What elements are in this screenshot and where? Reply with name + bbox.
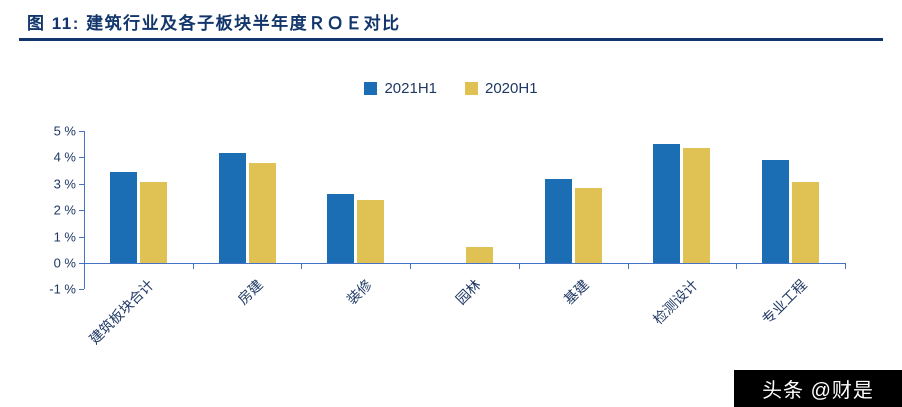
x-axis-label: 房建 bbox=[234, 276, 266, 308]
x-tick-mark bbox=[410, 263, 412, 269]
y-tick-mark bbox=[79, 157, 84, 159]
chart-legend: 2021H1 2020H1 bbox=[0, 80, 902, 97]
figure-title: 图 11: 建筑行业及各子板块半年度ＲＯＥ对比 bbox=[27, 14, 401, 33]
y-tick-mark bbox=[79, 210, 84, 212]
bar-2021h1-5 bbox=[653, 144, 681, 263]
y-tick-mark bbox=[79, 263, 84, 264]
x-axis-label: 基建 bbox=[560, 276, 592, 308]
y-tick-label: 2 % bbox=[53, 202, 76, 218]
y-tick-label: 1 % bbox=[53, 229, 76, 245]
y-tick-mark bbox=[79, 183, 84, 185]
bar-2020h1-1 bbox=[248, 162, 276, 263]
y-tick-label: 5 % bbox=[53, 123, 76, 139]
x-tick-mark bbox=[84, 263, 85, 269]
title-underline bbox=[19, 38, 883, 41]
legend-swatch-2021h1 bbox=[364, 82, 378, 95]
watermark-badge: 头条 @财是 bbox=[734, 370, 902, 407]
x-axis-label: 园林 bbox=[452, 276, 484, 308]
legend-item-2020h1: 2020H1 bbox=[465, 80, 538, 97]
legend-label-2020h1: 2020H1 bbox=[485, 80, 538, 97]
bar-2021h1-2 bbox=[327, 194, 355, 263]
x-axis-label: 专业工程 bbox=[758, 276, 810, 328]
bar-2021h1-1 bbox=[218, 153, 246, 263]
x-tick-mark bbox=[736, 263, 738, 269]
bar-2020h1-4 bbox=[574, 187, 602, 263]
x-tick-mark bbox=[301, 263, 303, 269]
x-tick-mark bbox=[192, 263, 194, 269]
y-tick-label: -1 % bbox=[49, 281, 76, 297]
x-tick-mark bbox=[627, 263, 629, 269]
y-tick-label: 4 % bbox=[53, 149, 76, 165]
y-axis-line bbox=[84, 131, 85, 290]
bar-2020h1-3 bbox=[466, 247, 493, 263]
y-tick-label: 0 % bbox=[53, 255, 76, 271]
y-tick-label: 3 % bbox=[53, 176, 76, 192]
legend-item-2021h1: 2021H1 bbox=[364, 80, 437, 97]
x-axis-label: 建筑板块合计 bbox=[86, 276, 158, 348]
legend-swatch-2020h1 bbox=[465, 82, 478, 95]
watermark-text: 头条 @财是 bbox=[762, 380, 874, 402]
bar-2020h1-5 bbox=[683, 148, 711, 263]
x-tick-mark bbox=[518, 263, 520, 269]
bar-2020h1-6 bbox=[792, 182, 820, 263]
bar-2020h1-0 bbox=[139, 182, 167, 263]
bar-2021h1-0 bbox=[109, 171, 137, 263]
bar-2020h1-2 bbox=[357, 199, 385, 263]
bar-2021h1-6 bbox=[762, 160, 790, 263]
bar-2021h1-4 bbox=[544, 178, 572, 263]
x-axis-label: 检测设计 bbox=[649, 276, 701, 328]
x-tick-mark bbox=[845, 263, 846, 269]
y-tick-mark bbox=[79, 236, 84, 238]
x-axis-line bbox=[84, 263, 845, 264]
y-tick-mark bbox=[79, 289, 84, 291]
y-tick-mark bbox=[79, 131, 84, 132]
x-axis-label: 装修 bbox=[343, 276, 375, 308]
legend-label-2021h1: 2021H1 bbox=[384, 80, 437, 97]
